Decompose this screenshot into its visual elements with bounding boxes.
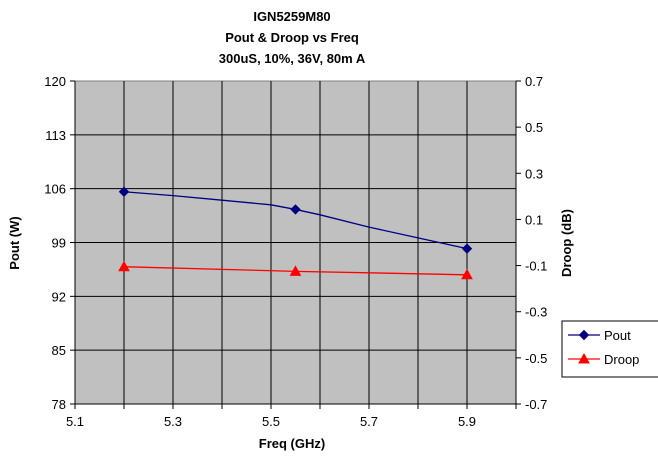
chart-title-line-2: Pout & Droop vs Freq <box>225 30 359 45</box>
x-tick-label: 5.1 <box>66 414 84 429</box>
y-tick-label: 106 <box>44 182 66 197</box>
data-point-droop <box>289 265 302 276</box>
y2-tick-label: -0.1 <box>525 259 547 274</box>
legend-label-pout: Pout <box>604 328 631 343</box>
y2-axis-title: Droop (dB) <box>559 209 574 277</box>
data-point-droop <box>461 268 473 280</box>
y2-tick-label: 0.1 <box>525 212 543 227</box>
y2-tick-label: -0.5 <box>525 351 547 366</box>
legend-box <box>561 320 658 378</box>
data-point-pout <box>118 186 130 197</box>
series-droop <box>118 260 473 280</box>
series-layer <box>118 186 473 280</box>
chart-title-line-1: IGN5259M80 <box>253 9 330 24</box>
x-tick-label: 5.9 <box>458 414 476 429</box>
y2-tick-label: 0.7 <box>525 74 543 89</box>
y2-tick-label: 0.5 <box>525 120 543 135</box>
y2-tick-labels: -0.7 -0.5 -0.3 -0.1 0.1 0.3 0.5 0.7 <box>525 74 547 412</box>
y-tick-label: 113 <box>45 128 66 143</box>
legend-marker-droop <box>578 352 590 364</box>
data-point-droop <box>118 260 130 272</box>
y-axis-title: Pout (W) <box>7 216 22 269</box>
chart-title-line-3: 300uS, 10%, 36V, 80m A <box>219 51 366 66</box>
data-point-pout <box>461 243 473 254</box>
y-tick-labels: 78 85 92 99 106 113 120 <box>44 74 66 412</box>
y-tick-label: 92 <box>52 289 66 304</box>
data-point-pout <box>290 204 301 215</box>
y2-tick-label: -0.3 <box>525 305 547 320</box>
grid <box>75 81 516 404</box>
legend-marker-pout <box>578 329 590 341</box>
legend: Pout Droop <box>561 320 658 378</box>
y-tick-label: 120 <box>44 74 66 89</box>
x-tick-label: 5.7 <box>360 414 378 429</box>
y2-tick-label: 0.3 <box>525 166 543 181</box>
x-tick-label: 5.5 <box>262 414 280 429</box>
y2-tick-label: -0.7 <box>525 397 547 412</box>
y-tick-label: 85 <box>52 343 66 358</box>
y-tick-label: 78 <box>52 397 66 412</box>
x-tick-labels: 5.1 5.3 5.5 5.7 5.9 <box>66 414 476 429</box>
x-tick-label: 5.3 <box>164 414 182 429</box>
series-pout <box>118 186 473 254</box>
x-axis-title: Freq (GHz) <box>259 436 325 451</box>
legend-items: Pout Droop <box>568 328 639 367</box>
y-tick-label: 99 <box>52 236 66 251</box>
axes <box>70 80 521 409</box>
legend-label-droop: Droop <box>604 352 639 367</box>
